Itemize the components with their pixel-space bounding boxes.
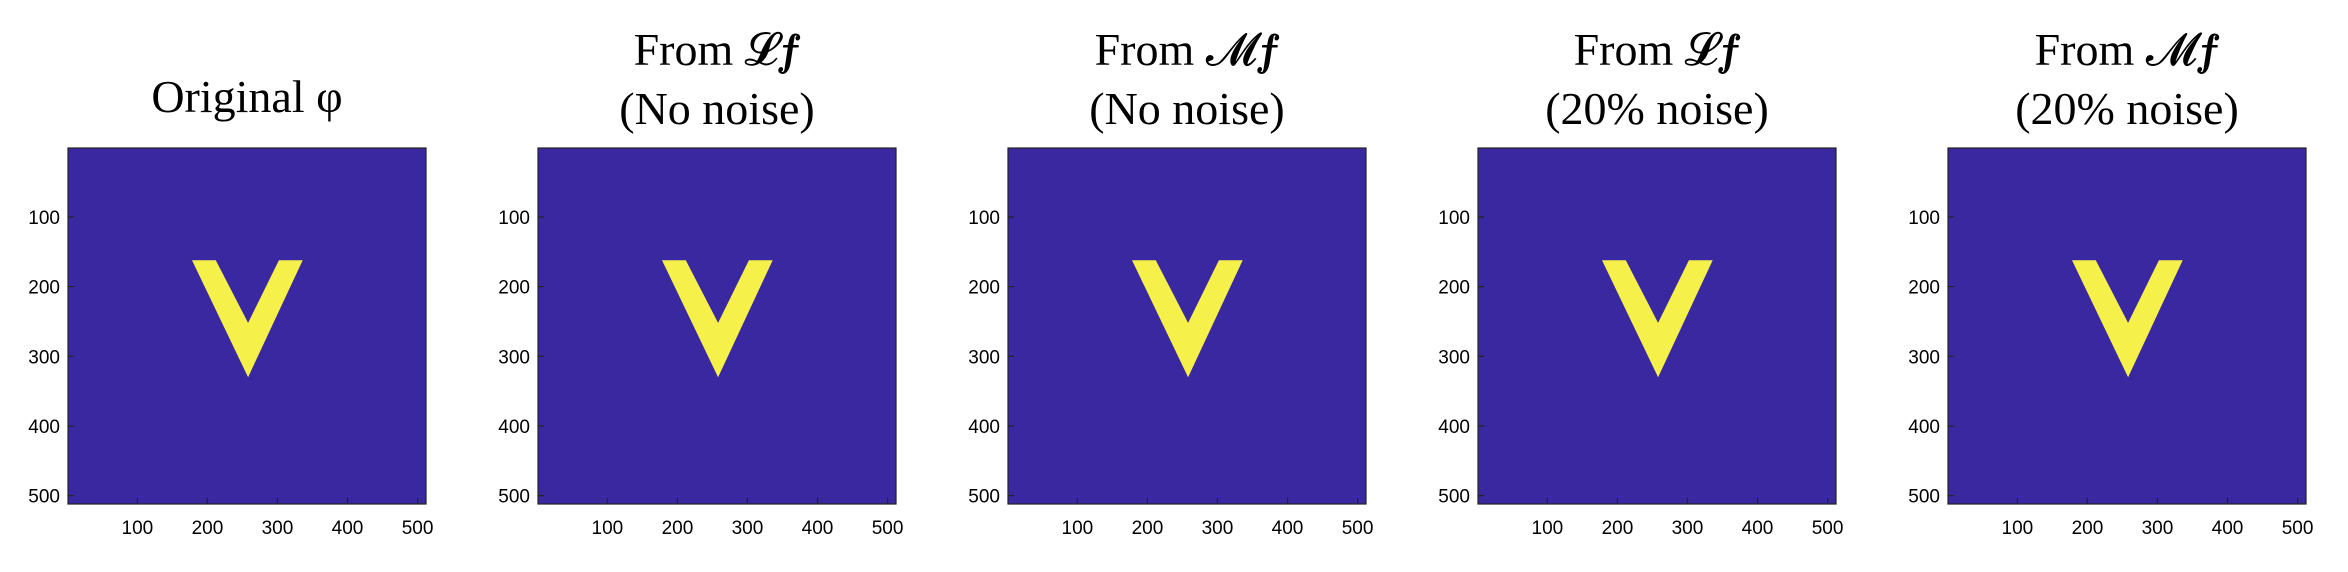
x-tick-label: 200	[662, 518, 694, 539]
y-tick-label: 500	[28, 487, 60, 508]
y-tick-label: 400	[498, 417, 530, 438]
x-tick-label: 300	[2142, 518, 2174, 539]
v-shape	[1132, 260, 1243, 378]
panel-title: From 𝓜𝒇	[1095, 24, 1280, 75]
x-tick-label: 300	[262, 518, 294, 539]
v-shape	[1602, 260, 1713, 378]
x-tick-label: 400	[802, 518, 834, 539]
y-tick-label: 400	[1908, 417, 1940, 438]
panel-title: From 𝓛𝒇	[1574, 24, 1741, 75]
y-tick-label: 100	[968, 208, 1000, 229]
panel-subtitle: (No noise)	[619, 83, 814, 134]
axes-frame	[1007, 147, 1367, 505]
x-tick-label: 500	[1812, 518, 1844, 539]
x-tick-label: 100	[1532, 518, 1564, 539]
v-shape	[662, 260, 773, 378]
x-tick-label: 300	[1672, 518, 1704, 539]
y-tick-label: 200	[968, 278, 1000, 299]
x-tick-label: 100	[592, 518, 624, 539]
y-tick-label: 200	[28, 278, 60, 299]
axes-frame	[537, 147, 897, 505]
y-tick-label: 300	[1438, 347, 1470, 368]
x-tick-label: 200	[1132, 518, 1164, 539]
panel-title: Original φ	[151, 71, 342, 122]
x-tick-label: 200	[2072, 518, 2104, 539]
x-tick-label: 300	[732, 518, 764, 539]
x-tick-label: 100	[2002, 518, 2034, 539]
x-tick-label: 200	[192, 518, 224, 539]
y-tick-label: 100	[1438, 208, 1470, 229]
x-tick-label: 400	[1742, 518, 1774, 539]
x-tick-label: 100	[122, 518, 154, 539]
y-tick-label: 500	[1438, 487, 1470, 508]
y-tick-label: 200	[498, 278, 530, 299]
y-tick-label: 400	[968, 417, 1000, 438]
x-tick-label: 400	[332, 518, 364, 539]
x-tick-label: 300	[1202, 518, 1234, 539]
y-tick-label: 300	[968, 347, 1000, 368]
panel-5: From 𝓜𝒇 (20% noise) 100 200 300 400 500 100 200 3…	[1908, 24, 2313, 539]
x-tick-label: 100	[1062, 518, 1094, 539]
y-tick-label: 300	[498, 347, 530, 368]
panel-title: From 𝓛𝒇	[634, 24, 801, 75]
panel-3: From 𝓜𝒇 (No noise) 100 200 300 400 500 100 200 30…	[968, 24, 1373, 539]
y-tick-label: 100	[498, 208, 530, 229]
y-tick-label: 500	[498, 487, 530, 508]
panel-2: From 𝓛𝒇 (No noise) 100 200 300 400 500 100 200 30…	[498, 24, 903, 539]
v-shape	[2072, 260, 2183, 378]
panel-subtitle: (No noise)	[1089, 83, 1284, 134]
y-tick-label: 100	[1908, 208, 1940, 229]
y-tick-label: 300	[28, 347, 60, 368]
x-tick-label: 500	[402, 518, 434, 539]
x-tick-label: 500	[872, 518, 904, 539]
x-tick-label: 400	[2212, 518, 2244, 539]
panel-subtitle: (20% noise)	[1545, 83, 1769, 134]
y-tick-label: 300	[1908, 347, 1940, 368]
y-tick-label: 500	[968, 487, 1000, 508]
y-tick-label: 400	[1438, 417, 1470, 438]
y-tick-label: 200	[1438, 278, 1470, 299]
v-shape	[192, 260, 303, 378]
panel-subtitle: (20% noise)	[2015, 83, 2239, 134]
x-tick-label: 200	[1602, 518, 1634, 539]
axes-frame	[67, 147, 427, 505]
axes-frame	[1947, 147, 2307, 505]
x-tick-label: 500	[2282, 518, 2314, 539]
panel-title: From 𝓜𝒇	[2035, 24, 2220, 75]
panel-1: Original φ 100 200 300 400 500 100 200 300 400 500	[28, 71, 433, 539]
y-tick-label: 100	[28, 208, 60, 229]
panel-4: From 𝓛𝒇 (20% noise) 100 200 300 400 500 100 200 3…	[1438, 24, 1843, 539]
axes-frame	[1477, 147, 1837, 505]
y-tick-label: 400	[28, 417, 60, 438]
x-tick-label: 500	[1342, 518, 1374, 539]
x-tick-label: 400	[1272, 518, 1304, 539]
y-tick-label: 200	[1908, 278, 1940, 299]
y-tick-label: 500	[1908, 487, 1940, 508]
